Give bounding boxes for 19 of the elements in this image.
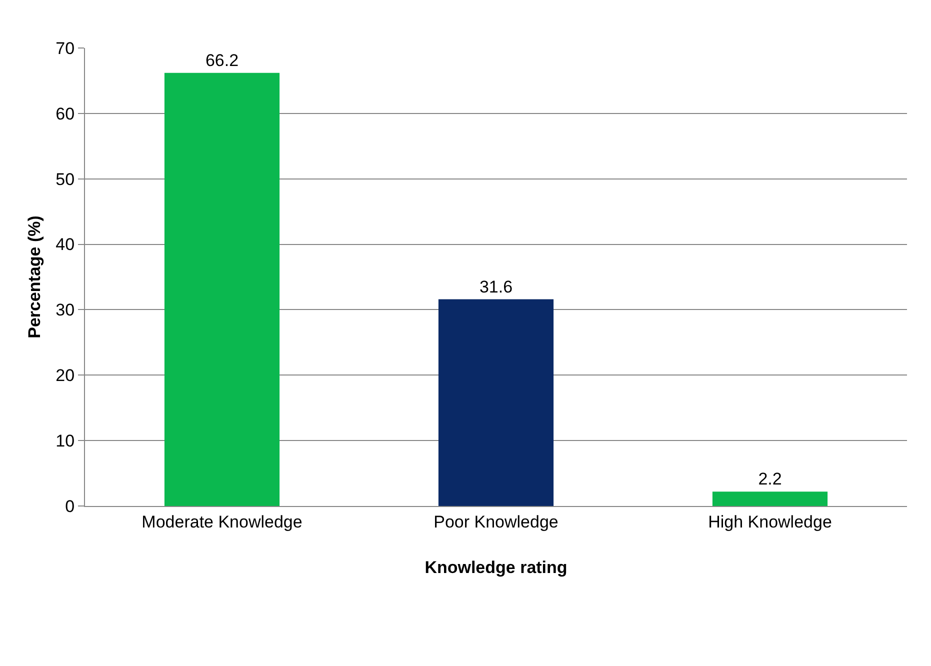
x-axis-title: Knowledge rating: [424, 558, 568, 577]
bar: [712, 492, 828, 506]
x-tick-label: Poor Knowledge: [434, 512, 558, 532]
data-label: 66.2: [205, 50, 239, 70]
y-tick-label: 50: [56, 170, 75, 189]
y-tick-label: 20: [56, 366, 75, 386]
x-tick-label: Moderate Knowledge: [142, 512, 302, 532]
y-tick-label: 40: [56, 235, 75, 254]
y-tick-label: 10: [56, 432, 75, 451]
data-label: 2.2: [758, 470, 782, 489]
y-axis-title: Percentage (%): [25, 216, 44, 338]
x-tick-label: High Knowledge: [708, 512, 832, 532]
y-tick-label: 30: [56, 300, 75, 320]
bar: [438, 299, 554, 506]
y-tick-label: 70: [56, 38, 75, 58]
y-tick-label: 0: [65, 496, 75, 516]
y-tick-label: 60: [56, 104, 75, 124]
bar: [164, 72, 280, 506]
data-label: 31.6: [479, 277, 513, 296]
